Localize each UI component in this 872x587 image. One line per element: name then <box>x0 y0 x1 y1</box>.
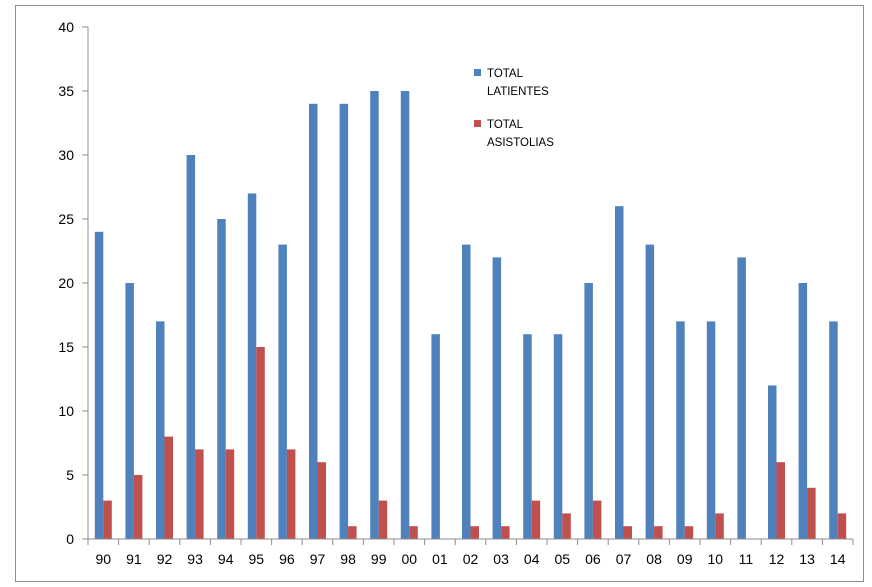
legend-swatch-latientes <box>474 69 481 76</box>
bar-asistolias <box>715 513 724 539</box>
bar-asistolias <box>562 513 571 539</box>
bar-asistolias <box>164 436 173 539</box>
bar-asistolias <box>684 526 694 539</box>
bar-asistolias <box>409 526 418 539</box>
x-axis-ticks: 90 91 92 93 94 95 96 97 98 99 00 01 02 03 04 05 06 07 08 09… <box>87 539 854 567</box>
y-axis-ticks: 0 5 10 15 20 25 30 35 40 <box>58 19 88 547</box>
bar-asistolias <box>531 500 541 539</box>
bar-latientes <box>309 103 318 540</box>
bar-latientes <box>217 219 226 539</box>
bar-latientes <box>615 206 624 539</box>
y-tick-label: 5 <box>66 467 74 483</box>
bar-latientes <box>523 334 532 539</box>
bar-latientes <box>400 91 410 539</box>
y-tick-label: 20 <box>58 275 74 291</box>
bar-asistolias <box>501 526 510 539</box>
bar-latientes <box>462 244 471 539</box>
bar-latientes <box>676 321 685 539</box>
x-tick-label: 06 <box>585 551 601 567</box>
bar-asistolias <box>470 526 479 539</box>
bar-asistolias <box>776 462 785 539</box>
x-tick-label: 91 <box>126 551 142 567</box>
y-tick-label: 25 <box>58 211 74 227</box>
x-tick-label: 97 <box>310 551 326 567</box>
x-tick-label: 10 <box>708 551 724 567</box>
x-tick-label: 14 <box>830 551 846 567</box>
x-tick-label: 09 <box>677 551 693 567</box>
bar-asistolias <box>378 500 388 539</box>
bar-latientes <box>584 283 593 539</box>
legend-label-asistolias: TOTAL <box>487 119 524 131</box>
y-tick-label: 0 <box>66 531 74 547</box>
x-tick-label: 13 <box>799 551 815 567</box>
y-tick-label: 40 <box>58 19 74 35</box>
bar-asistolias <box>837 513 847 539</box>
bar-latientes <box>737 257 746 539</box>
x-tick-label: 98 <box>340 551 356 567</box>
bar-latientes <box>156 321 165 539</box>
x-tick-label: 04 <box>524 551 540 567</box>
x-tick-label: 07 <box>616 551 632 567</box>
x-tick-label: 02 <box>463 551 479 567</box>
legend-label-latientes: LATIENTES <box>487 86 549 98</box>
x-tick-label: 11 <box>739 551 754 567</box>
legend-label-latientes: TOTAL <box>487 68 524 80</box>
bar-latientes <box>829 321 838 539</box>
bars <box>94 91 847 540</box>
legend-swatch-asistolias <box>474 120 481 127</box>
bar-latientes <box>278 244 287 539</box>
legend-label-asistolias: ASISTOLIAS <box>487 137 554 149</box>
y-tick-label: 15 <box>58 339 74 355</box>
bar-latientes <box>645 244 655 539</box>
y-tick-label: 30 <box>58 147 74 163</box>
bar-latientes <box>492 257 502 539</box>
bar-asistolias <box>225 449 235 539</box>
x-tick-label: 01 <box>432 551 448 567</box>
bar-latientes <box>431 334 440 539</box>
x-tick-label: 95 <box>249 551 265 567</box>
x-tick-label: 12 <box>769 551 785 567</box>
x-tick-label: 90 <box>96 551 112 567</box>
bar-latientes <box>706 321 716 539</box>
bar-latientes <box>94 231 104 540</box>
bar-asistolias <box>195 449 204 539</box>
bar-asistolias <box>133 475 143 539</box>
bar-asistolias <box>654 526 663 539</box>
bar-latientes <box>125 283 134 539</box>
bar-asistolias <box>103 500 112 539</box>
bar-latientes <box>553 334 563 539</box>
x-tick-label: 05 <box>555 551 571 567</box>
bar-asistolias <box>348 526 357 539</box>
bar-latientes <box>186 155 196 539</box>
y-tick-label: 35 <box>58 83 74 99</box>
bar-asistolias <box>286 449 296 539</box>
bar-asistolias <box>317 462 326 539</box>
bar-asistolias <box>256 347 265 539</box>
bar-latientes <box>798 283 808 539</box>
bar-latientes <box>370 91 379 539</box>
bar-latientes <box>247 193 257 539</box>
legend: TOTAL LATIENTES TOTAL ASISTOLIAS <box>474 68 554 149</box>
x-tick-label: 96 <box>279 551 295 567</box>
y-tick-label: 10 <box>58 403 74 419</box>
x-tick-label: 00 <box>402 551 418 567</box>
x-tick-label: 94 <box>218 551 234 567</box>
bar-asistolias <box>623 526 632 539</box>
bar-asistolias <box>592 500 602 539</box>
x-tick-label: 92 <box>157 551 173 567</box>
x-tick-label: 03 <box>493 551 509 567</box>
x-tick-label: 99 <box>371 551 387 567</box>
x-tick-label: 93 <box>187 551 203 567</box>
x-tick-label: 08 <box>646 551 662 567</box>
bar-latientes <box>339 103 349 540</box>
bar-latientes <box>768 385 777 539</box>
bar-asistolias <box>807 487 816 539</box>
